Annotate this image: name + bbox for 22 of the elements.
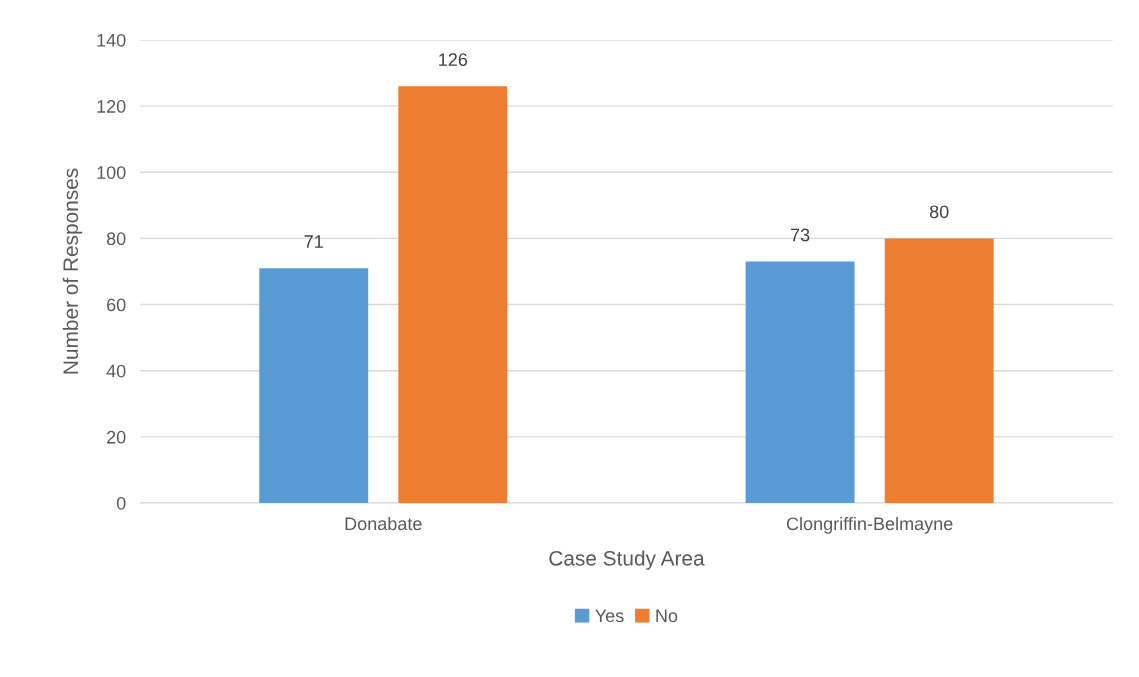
data-label: 73 (790, 228, 810, 242)
x-tick-label: Clongriffin-Belmayne (786, 516, 953, 534)
bar (398, 86, 508, 504)
legend-label: No (656, 609, 678, 623)
y-tick-label: 0 (116, 496, 126, 510)
y-tick-label: 140 (97, 33, 126, 47)
x-axis-title: Case Study Area (549, 550, 705, 570)
data-label: 80 (929, 205, 949, 219)
bar (259, 268, 369, 504)
y-tick-label: 20 (107, 430, 126, 444)
y-axis-title: Number of Responses (62, 168, 83, 374)
y-tick-label: 80 (106, 232, 126, 246)
data-label: 71 (304, 235, 323, 248)
bar (745, 261, 855, 504)
y-tick-label: 120 (97, 100, 126, 113)
y-tick-label: 100 (97, 166, 126, 179)
bar (884, 238, 994, 504)
y-tick-label: 40 (106, 364, 126, 378)
y-tick-label: 60 (107, 298, 126, 312)
legend-label: Yes (595, 609, 624, 623)
data-label: 126 (439, 53, 468, 67)
x-tick-label: Donabate (345, 516, 422, 531)
